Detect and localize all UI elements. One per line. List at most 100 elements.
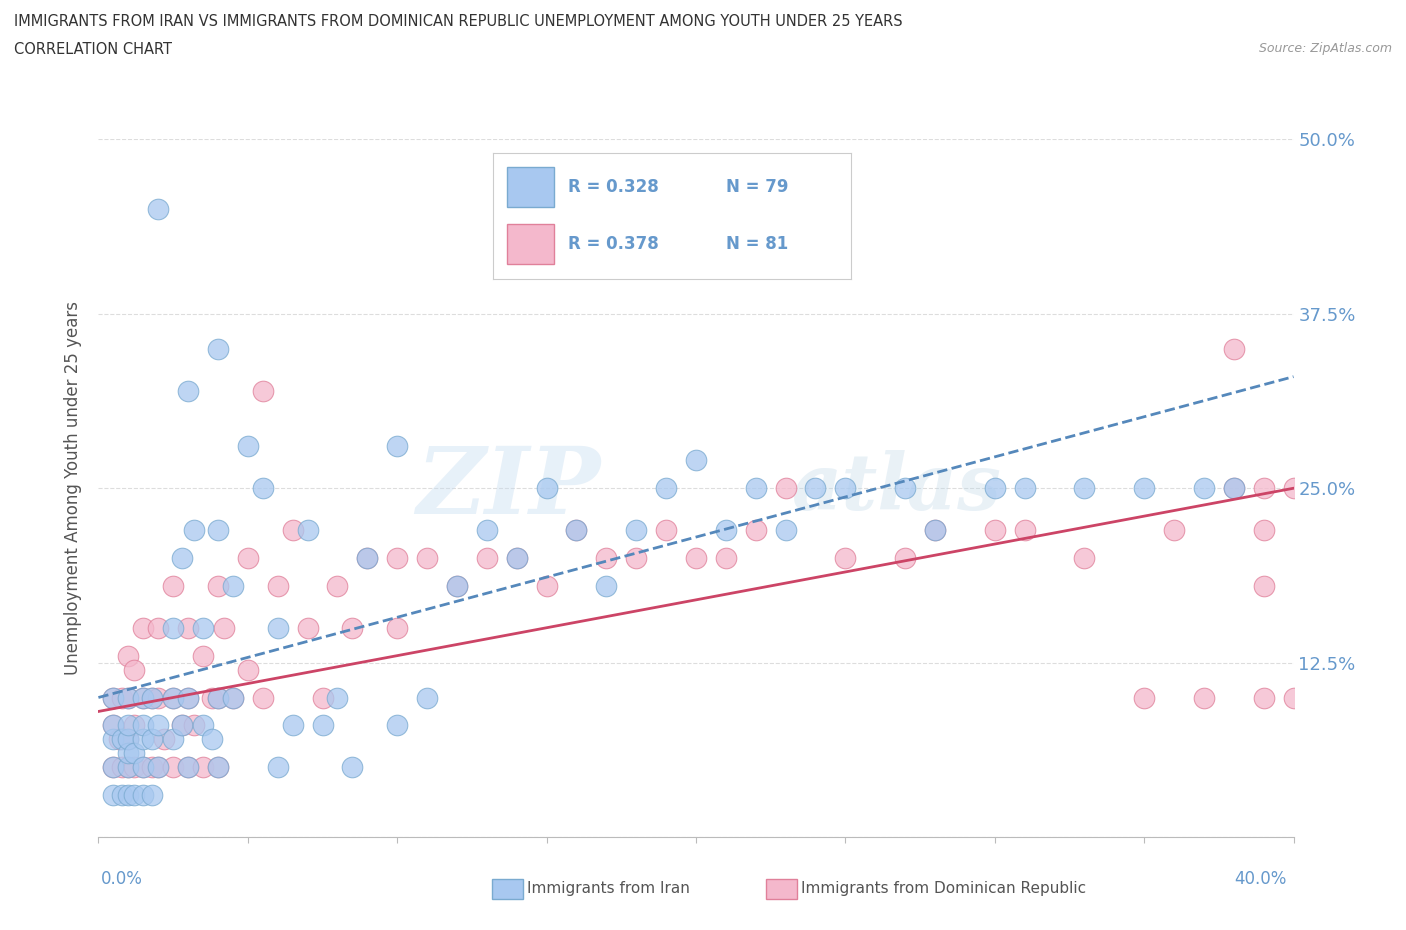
Point	[655, 523, 678, 538]
Point	[595, 551, 617, 565]
Point	[416, 551, 439, 565]
Point	[111, 760, 134, 775]
Point	[172, 718, 194, 733]
Point	[141, 690, 163, 705]
Point	[117, 690, 139, 705]
Point	[191, 760, 214, 775]
Point	[103, 718, 125, 733]
Point	[326, 690, 349, 705]
Point	[1223, 341, 1246, 356]
Point	[207, 760, 229, 775]
Point	[148, 690, 170, 705]
Point	[148, 620, 170, 635]
Point	[714, 523, 737, 538]
Point	[201, 690, 224, 705]
Point	[148, 202, 170, 217]
Point	[356, 551, 378, 565]
Point	[1253, 523, 1275, 538]
Point	[342, 760, 364, 775]
Point	[111, 788, 134, 803]
Point	[132, 620, 155, 635]
Point	[506, 551, 529, 565]
Point	[1282, 690, 1305, 705]
Point	[148, 760, 170, 775]
Point	[297, 620, 319, 635]
Y-axis label: Unemployment Among Youth under 25 years: Unemployment Among Youth under 25 years	[65, 301, 83, 675]
Point	[475, 551, 498, 565]
Point	[162, 732, 184, 747]
Point	[141, 760, 163, 775]
Text: ZIP: ZIP	[416, 444, 600, 533]
Point	[385, 718, 409, 733]
Point	[117, 718, 139, 733]
Point	[222, 690, 245, 705]
Point	[475, 523, 498, 538]
Point	[745, 523, 768, 538]
Point	[207, 760, 229, 775]
Point	[536, 578, 558, 593]
Point	[162, 760, 184, 775]
Text: Immigrants from Iran: Immigrants from Iran	[527, 881, 690, 896]
Point	[177, 690, 200, 705]
Point	[1282, 481, 1305, 496]
Point	[356, 551, 378, 565]
Point	[385, 439, 409, 454]
Point	[1253, 481, 1275, 496]
Point	[111, 732, 134, 747]
Point	[536, 481, 558, 496]
Point	[132, 732, 155, 747]
Point	[124, 788, 146, 803]
Point	[117, 760, 139, 775]
Point	[252, 481, 274, 496]
Point	[103, 788, 125, 803]
Point	[117, 690, 139, 705]
Point	[1073, 551, 1095, 565]
Point	[117, 732, 139, 747]
Point	[894, 481, 917, 496]
Point	[207, 690, 229, 705]
Point	[1223, 481, 1246, 496]
Point	[1223, 481, 1246, 496]
Point	[162, 620, 184, 635]
Point	[207, 690, 229, 705]
Point	[132, 690, 155, 705]
Point	[148, 760, 170, 775]
Point	[595, 578, 617, 593]
Point	[117, 760, 139, 775]
Point	[281, 718, 304, 733]
Point	[132, 718, 155, 733]
Point	[1253, 690, 1275, 705]
Point	[141, 690, 163, 705]
Point	[446, 578, 468, 593]
Point	[172, 718, 194, 733]
Point	[124, 760, 146, 775]
Point	[804, 481, 827, 496]
Point	[685, 453, 707, 468]
Point	[297, 523, 319, 538]
Point	[177, 760, 200, 775]
Point	[111, 690, 134, 705]
Point	[385, 551, 409, 565]
Point	[252, 690, 274, 705]
Text: 0.0%: 0.0%	[101, 870, 143, 887]
Point	[117, 788, 139, 803]
Point	[132, 760, 155, 775]
Point	[177, 760, 200, 775]
Point	[222, 690, 245, 705]
Point	[191, 648, 214, 663]
Point	[834, 551, 856, 565]
Point	[207, 523, 229, 538]
Point	[1163, 523, 1185, 538]
Point	[1073, 481, 1095, 496]
Point	[924, 523, 946, 538]
Point	[416, 690, 439, 705]
Point	[775, 481, 797, 496]
Point	[103, 732, 125, 747]
Point	[141, 732, 163, 747]
Point	[103, 690, 125, 705]
Text: 40.0%: 40.0%	[1234, 870, 1286, 887]
Point	[342, 620, 364, 635]
Point	[385, 620, 409, 635]
Text: IMMIGRANTS FROM IRAN VS IMMIGRANTS FROM DOMINICAN REPUBLIC UNEMPLOYMENT AMONG YO: IMMIGRANTS FROM IRAN VS IMMIGRANTS FROM …	[14, 14, 903, 29]
Point	[267, 578, 290, 593]
